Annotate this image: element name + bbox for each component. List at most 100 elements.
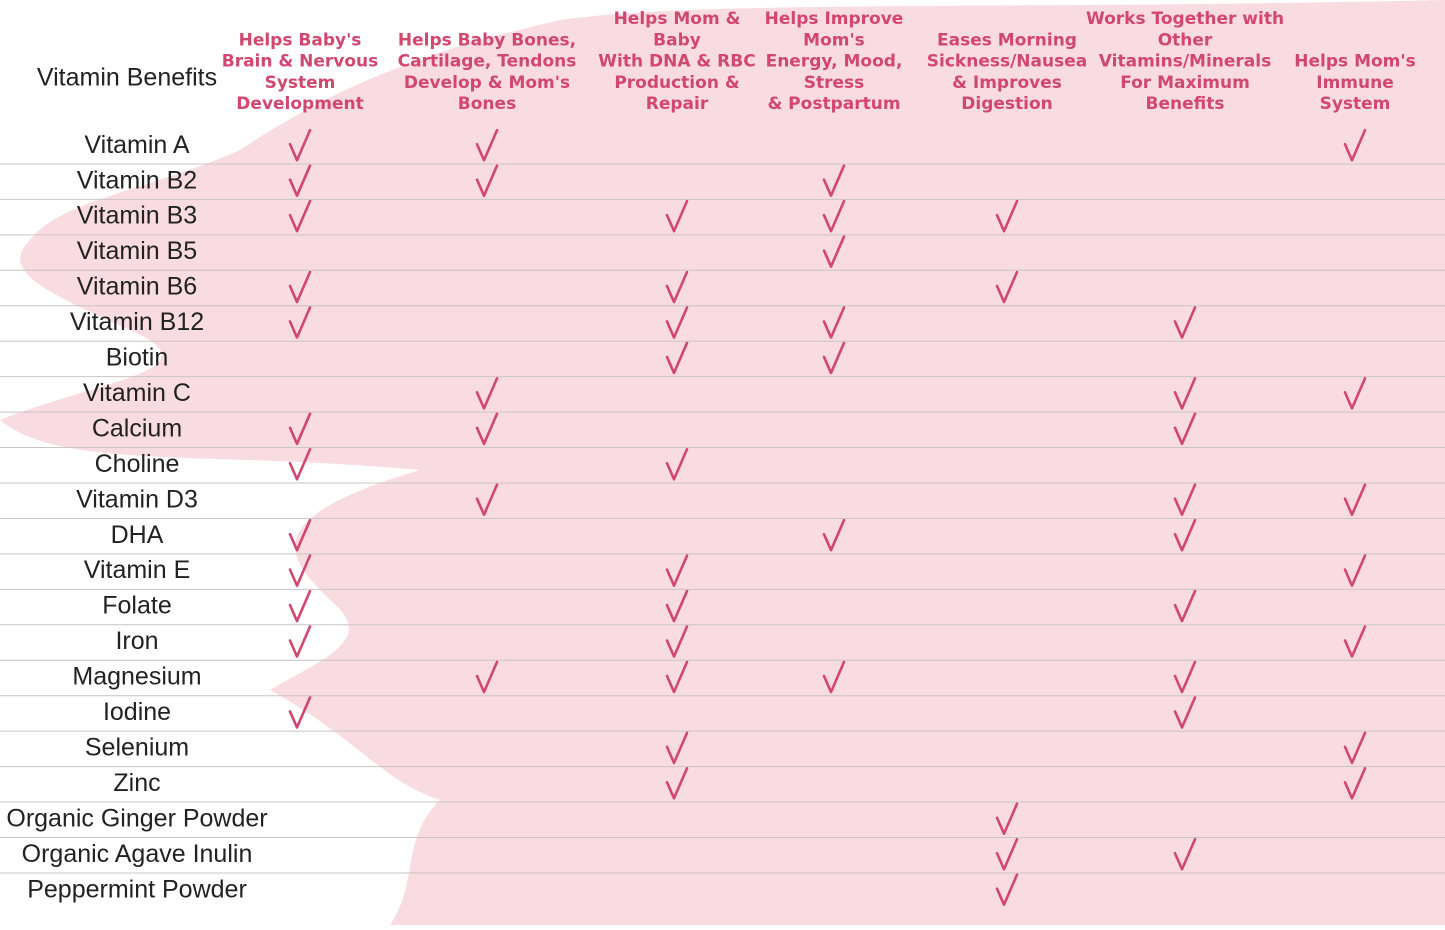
column-header: & Postpartum <box>767 94 900 114</box>
checkmark <box>1173 483 1197 517</box>
checkmark <box>288 696 312 729</box>
checkmark <box>1343 483 1367 517</box>
checkmark <box>1173 377 1197 410</box>
corner-label: Vitamin Benefits <box>37 64 217 92</box>
checkmark <box>665 660 689 694</box>
row-label: DHA <box>111 521 164 549</box>
column-header: System <box>265 73 336 93</box>
checkmark <box>288 199 312 233</box>
column-header: Sickness/Nausea <box>927 52 1087 72</box>
row-label: Selenium <box>85 733 189 761</box>
row-label: Choline <box>95 450 180 478</box>
column-header: Baby <box>653 30 701 50</box>
column-header: Digestion <box>961 94 1053 114</box>
checkmark <box>1173 589 1197 623</box>
row-label: Magnesium <box>72 663 201 691</box>
column-header: Cartilage, Tendons <box>398 52 577 72</box>
checkmark <box>665 731 689 765</box>
column-header: Brain & Nervous <box>222 52 379 72</box>
checkmark <box>995 873 1019 906</box>
checkmark <box>665 306 689 339</box>
column-header: Works Together with <box>1086 9 1284 29</box>
checkmark <box>995 837 1019 871</box>
column-header: Develop & Mom's <box>404 73 570 93</box>
checkmark <box>1173 696 1197 729</box>
row-label: Vitamin B2 <box>77 166 197 194</box>
checkmark <box>1173 518 1197 552</box>
row-label: Vitamin E <box>84 556 191 584</box>
column-header: System <box>1320 94 1391 114</box>
checkmark <box>822 235 846 268</box>
row-label: Peppermint Powder <box>27 875 247 903</box>
column-header: Helps Baby's <box>239 30 362 50</box>
column-header: Helps Improve <box>765 9 904 29</box>
column-header: Eases Morning <box>937 30 1077 50</box>
checkmark <box>1343 767 1367 800</box>
column-header: Benefits <box>1146 94 1225 114</box>
checkmark <box>822 306 846 339</box>
checkmark <box>822 518 846 552</box>
column-header: Development <box>236 94 363 114</box>
checkmark <box>475 483 499 517</box>
checkmark <box>288 518 312 552</box>
checkmark <box>288 306 312 339</box>
row-label: Vitamin B3 <box>77 202 197 230</box>
checkmark <box>288 589 312 623</box>
checkmark <box>475 128 499 162</box>
checkmark <box>1343 377 1367 410</box>
checkmark <box>475 377 499 410</box>
checkmark <box>288 447 312 481</box>
checkmark <box>995 199 1019 233</box>
checkmark <box>1343 128 1367 162</box>
row-label: Vitamin D3 <box>76 485 198 513</box>
column-header: Helps Baby Bones, <box>398 30 576 50</box>
checkmark <box>1343 731 1367 765</box>
checkmark <box>665 625 689 658</box>
checkmark <box>665 341 689 375</box>
checkmark <box>995 270 1019 304</box>
column-header: Repair <box>646 94 709 114</box>
checkmark <box>665 270 689 304</box>
checkmark <box>288 554 312 587</box>
row-label: Calcium <box>92 414 182 442</box>
row-label: Iron <box>115 627 158 655</box>
checkmark <box>475 412 499 446</box>
row-label: Vitamin B5 <box>77 237 197 265</box>
row-label: Vitamin C <box>83 379 191 407</box>
checkmark <box>475 164 499 197</box>
column-header: Vitamins/Minerals <box>1099 52 1271 72</box>
checkmark <box>288 164 312 197</box>
checkmark <box>822 660 846 694</box>
row-label: Vitamin B6 <box>77 273 197 301</box>
column-header: For Maximum <box>1120 73 1250 93</box>
checkmark <box>1173 306 1197 339</box>
row-label: Iodine <box>103 698 171 726</box>
row-label: Organic Ginger Powder <box>6 804 267 832</box>
column-header: With DNA & RBC <box>598 52 755 72</box>
checkmark <box>665 589 689 623</box>
checkmark <box>1343 554 1367 587</box>
checkmark <box>1173 412 1197 446</box>
row-label: Vitamin B12 <box>70 308 204 336</box>
checkmark <box>822 341 846 375</box>
checkmark <box>1343 625 1367 658</box>
column-header: Immune <box>1316 73 1394 93</box>
checkmark <box>1173 837 1197 871</box>
column-header: Helps Mom's <box>1294 52 1415 72</box>
checkmark <box>288 128 312 162</box>
checkmark <box>1173 660 1197 694</box>
row-label: Vitamin A <box>84 131 189 159</box>
row-label: Folate <box>102 592 171 620</box>
checkmark <box>822 199 846 233</box>
checkmark <box>288 270 312 304</box>
column-header: Helps Mom & <box>614 9 741 29</box>
checkmark <box>822 164 846 197</box>
column-header: Bones <box>458 94 516 114</box>
checkmark <box>995 802 1019 836</box>
column-header: Production & <box>614 73 740 93</box>
checkmark <box>665 767 689 800</box>
checkmark <box>665 554 689 587</box>
checkmark <box>665 199 689 233</box>
column-header: Stress <box>804 73 865 93</box>
row-label: Biotin <box>106 344 169 372</box>
